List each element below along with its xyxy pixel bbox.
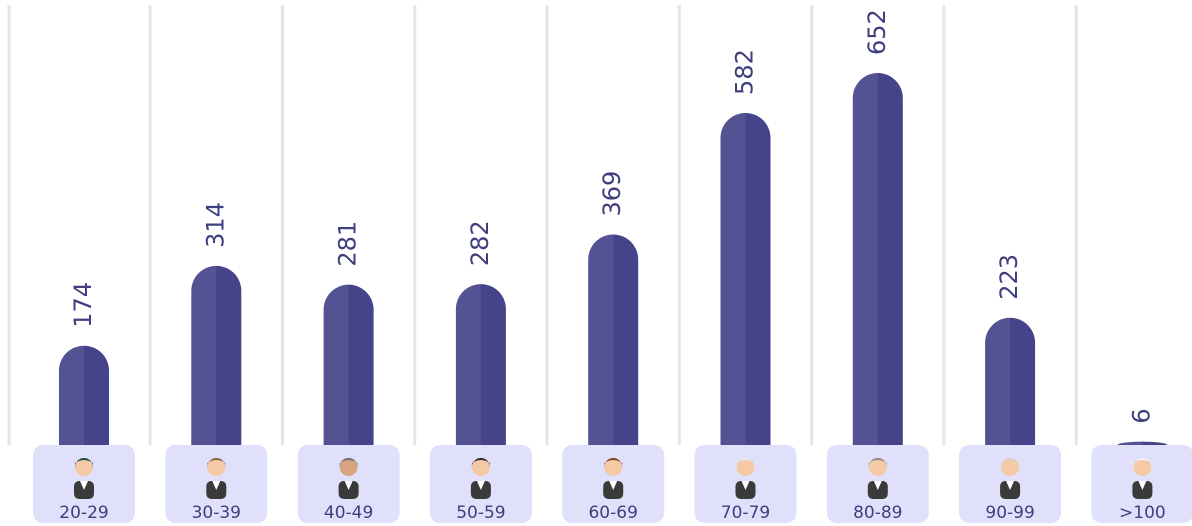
icon-hair <box>604 458 623 467</box>
bar <box>588 234 639 445</box>
icon-hair <box>736 458 755 467</box>
icon-shirt <box>344 481 353 490</box>
value-label: 582 <box>731 49 759 95</box>
category-label: 60-69 <box>588 503 637 523</box>
category-label: 30-39 <box>192 503 241 523</box>
value-label: 369 <box>598 171 626 217</box>
icon-shirt <box>476 481 485 490</box>
icon-head <box>1133 458 1152 476</box>
bar <box>720 112 771 445</box>
icon-head <box>471 458 490 476</box>
category-label: >100 <box>1119 503 1166 523</box>
bar-highlight <box>720 112 746 445</box>
bar-highlight <box>588 234 614 445</box>
category-label: 90-99 <box>985 503 1034 523</box>
icon-hair <box>868 458 887 467</box>
icon-hair <box>1133 458 1152 467</box>
person-icon <box>206 458 227 499</box>
icon-shirt <box>212 481 221 490</box>
icon-head <box>75 458 93 476</box>
icon-head <box>604 458 623 476</box>
bar <box>852 72 903 445</box>
bar-highlight <box>191 265 217 445</box>
value-label: 174 <box>69 282 97 328</box>
icon-shirt <box>609 481 618 490</box>
icon-shirt <box>741 481 750 490</box>
icon-shirt <box>873 481 882 490</box>
icon-hair <box>471 458 490 467</box>
category-label: 80-89 <box>853 503 902 523</box>
icon-head <box>207 458 226 476</box>
value-label: 314 <box>201 202 229 248</box>
person-icon <box>338 458 359 499</box>
bar <box>323 284 374 445</box>
bar-highlight <box>455 284 481 445</box>
person-icon <box>867 458 888 499</box>
bar-highlight <box>1117 441 1143 445</box>
icon-hair <box>75 458 93 467</box>
value-label: 652 <box>863 9 891 55</box>
bar <box>455 284 506 445</box>
icon-shirt <box>80 481 88 490</box>
icon-head <box>736 458 755 476</box>
category-label: 20-29 <box>59 503 108 523</box>
person-icon <box>603 458 624 499</box>
person-icon <box>74 458 94 499</box>
bar <box>191 265 242 445</box>
bar <box>59 345 109 445</box>
category-label: 50-59 <box>456 503 505 523</box>
bar-highlight <box>852 73 878 445</box>
icon-head <box>868 458 887 476</box>
value-label: 223 <box>995 254 1023 300</box>
icon-head <box>1001 458 1020 476</box>
person-icon <box>735 458 756 499</box>
value-label: 6 <box>1127 408 1155 423</box>
icon-hair <box>1001 458 1020 467</box>
person-icon <box>1132 458 1153 499</box>
bar-highlight <box>985 317 1011 445</box>
bar <box>1117 441 1168 445</box>
icon-hair <box>207 458 226 467</box>
bar-highlight <box>59 345 84 445</box>
icon-head <box>339 458 358 476</box>
bar-highlight <box>323 284 349 445</box>
person-icon <box>1000 458 1021 499</box>
category-label: 40-49 <box>324 503 373 523</box>
value-label: 282 <box>466 220 494 266</box>
category-label: 70-79 <box>721 503 770 523</box>
person-icon <box>470 458 491 499</box>
icon-shirt <box>1006 481 1015 490</box>
bar <box>985 317 1036 445</box>
value-label: 281 <box>334 221 362 267</box>
icon-shirt <box>1138 481 1147 490</box>
icon-hair <box>339 458 358 467</box>
